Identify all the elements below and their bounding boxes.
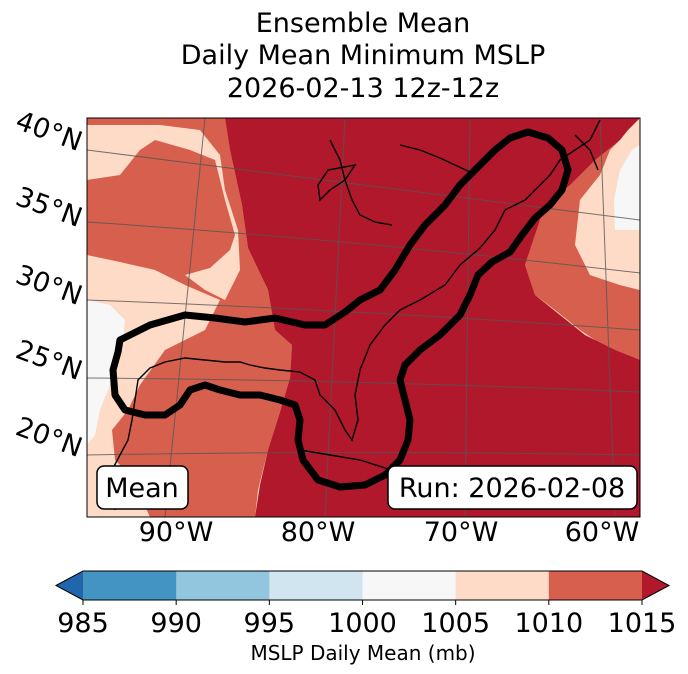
chart-title-line-3: 2026-02-13 12z-12z: [227, 73, 499, 104]
lat-tick-label: 30°N: [12, 259, 87, 311]
colorbar-tick-label: 995: [244, 608, 296, 639]
map-area: [87, 118, 640, 517]
chart-title-line-1: Ensemble Mean: [256, 8, 471, 39]
lon-tick-label: 90°W: [139, 517, 214, 548]
colorbar-extend-max: [642, 571, 669, 600]
colorbar-tick-label: 985: [57, 608, 109, 639]
colorbar-tick-label: 1015: [608, 608, 677, 639]
lon-tick-label: 70°W: [424, 517, 499, 548]
run-label-box: Run: 2026-02-08: [387, 465, 638, 510]
colorbar-tick-label: 1010: [514, 608, 583, 639]
field-1000-1005-gulf: [87, 300, 125, 445]
field-1010-1015: [87, 118, 640, 517]
colorbar-segment: [548, 571, 643, 600]
colorbar-tick-label: 1005: [421, 608, 490, 639]
mean-label-box: Mean: [96, 465, 189, 510]
field-1000-1005-east-core: [614, 145, 640, 230]
lat-tick-label: 20°N: [12, 411, 87, 463]
colorbar-tick-label: 1000: [328, 608, 397, 639]
lat-tick-label: 40°N: [12, 105, 87, 157]
colorbar-segment: [83, 571, 177, 600]
lat-tick-label: 35°N: [12, 181, 87, 233]
colorbar: 985 990 995 1000 1005 1010 1015: [54, 570, 677, 639]
lon-tick-label: 80°W: [281, 517, 356, 548]
colorbar-segment: [269, 571, 363, 600]
colorbar-label: MSLP Daily Mean (mb): [250, 641, 475, 665]
run-label: Run: 2026-02-08: [399, 473, 625, 504]
mslp-contour: [109, 128, 572, 491]
field-1005-1010-east: [578, 118, 640, 290]
chart-title-line-2: Daily Mean Minimum MSLP: [181, 40, 546, 71]
mean-label: Mean: [105, 473, 179, 504]
colorbar-segment: [455, 571, 550, 600]
colorbar-segment: [176, 571, 270, 600]
colorbar-segment: [362, 571, 457, 600]
colorbar-extend-min: [56, 571, 83, 600]
map-frame: [86, 117, 641, 518]
colorbar-tick-label: 990: [150, 608, 202, 639]
lon-tick-label: 60°W: [565, 517, 640, 548]
lat-tick-label: 25°N: [12, 334, 87, 386]
